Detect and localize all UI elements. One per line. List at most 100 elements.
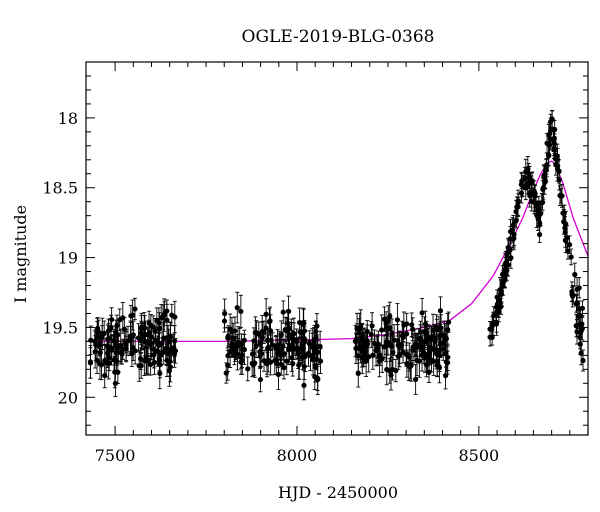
data-point	[355, 359, 361, 388]
data-point	[529, 171, 535, 190]
data-point	[298, 337, 304, 364]
data-point	[388, 329, 394, 363]
data-point	[383, 311, 389, 336]
data-point	[167, 321, 173, 351]
data-point	[552, 119, 558, 140]
data-point	[381, 335, 387, 359]
data-point	[570, 286, 576, 305]
y-axis-label: I magnitude	[11, 205, 30, 303]
data-point	[286, 324, 292, 349]
data-point	[549, 110, 555, 129]
data-point	[238, 294, 244, 329]
data-point	[252, 348, 258, 378]
data-point	[394, 303, 401, 337]
data-point	[574, 318, 580, 345]
data-point	[231, 344, 238, 366]
data-point	[281, 338, 287, 369]
data-point	[102, 344, 108, 378]
data-point	[419, 298, 425, 328]
data-point	[253, 320, 260, 346]
axis-ticks: 7500 8000 8500 18 18.5 19 19.5 20	[42, 62, 588, 465]
data-point	[409, 312, 415, 338]
data-point	[92, 330, 98, 353]
data-point	[105, 324, 111, 354]
data-point	[168, 336, 175, 363]
data-point	[579, 300, 586, 317]
data-point	[277, 336, 283, 364]
data-point	[502, 261, 508, 277]
data-point	[295, 338, 301, 369]
data-point	[285, 311, 292, 346]
data-point	[370, 340, 376, 370]
data-point	[275, 358, 282, 390]
data-point	[513, 199, 519, 224]
chart-title: OGLE-2019-BLG-0368	[242, 27, 435, 47]
data-point	[305, 339, 312, 367]
data-point	[156, 312, 163, 345]
data-point	[264, 350, 270, 378]
data-point	[151, 341, 157, 369]
x-tick-label: 8500	[459, 446, 500, 465]
data-point	[493, 315, 500, 333]
data-point	[399, 320, 405, 351]
data-point	[87, 347, 94, 379]
data-point	[152, 318, 158, 345]
data-point	[527, 182, 533, 204]
data-point	[416, 328, 422, 350]
data-point	[128, 304, 134, 327]
data-point	[238, 349, 244, 375]
data-point	[227, 313, 233, 345]
data-point	[534, 202, 540, 228]
data-point	[160, 340, 166, 365]
data-point	[359, 334, 365, 368]
data-point	[358, 309, 364, 343]
x-tick-label: 8000	[277, 446, 318, 465]
data-point	[135, 323, 142, 353]
data-point	[291, 317, 297, 350]
data-point	[300, 325, 307, 351]
y-tick-label: 19.5	[42, 318, 78, 337]
data-point	[132, 337, 138, 365]
y-tick-label: 20	[58, 388, 78, 407]
data-point	[117, 308, 123, 332]
data-point	[364, 320, 370, 343]
data-point	[369, 312, 375, 340]
data-point	[136, 349, 142, 382]
data-point	[362, 327, 368, 357]
data-point	[245, 356, 251, 382]
plot-frame	[85, 61, 589, 436]
data-point	[161, 301, 168, 327]
data-point	[312, 339, 318, 361]
data-point	[222, 298, 228, 329]
data-point	[437, 296, 444, 326]
data-point	[280, 300, 286, 324]
data-point	[232, 338, 238, 362]
data-point	[387, 301, 393, 332]
data-point	[139, 312, 145, 342]
data-point	[125, 325, 131, 356]
data-point	[121, 317, 127, 342]
data-point	[408, 349, 414, 382]
data-point	[418, 329, 424, 357]
data-point	[314, 313, 320, 340]
data-point	[400, 341, 406, 364]
data-point	[575, 303, 581, 330]
data-point	[94, 346, 100, 374]
data-point	[391, 324, 397, 356]
data-point	[565, 242, 571, 260]
data-point	[553, 153, 559, 176]
data-point	[99, 317, 105, 351]
data-point	[314, 365, 321, 391]
data-point	[353, 332, 359, 364]
data-point	[108, 334, 115, 366]
data-point	[166, 354, 172, 387]
data-point	[274, 329, 281, 362]
data-point	[515, 196, 521, 217]
x-axis-label: HJD - 2450000	[278, 483, 398, 502]
data-point	[118, 340, 124, 365]
data-point	[234, 291, 240, 324]
data-point	[257, 331, 263, 354]
data-point	[522, 166, 528, 190]
data-point	[397, 330, 403, 364]
